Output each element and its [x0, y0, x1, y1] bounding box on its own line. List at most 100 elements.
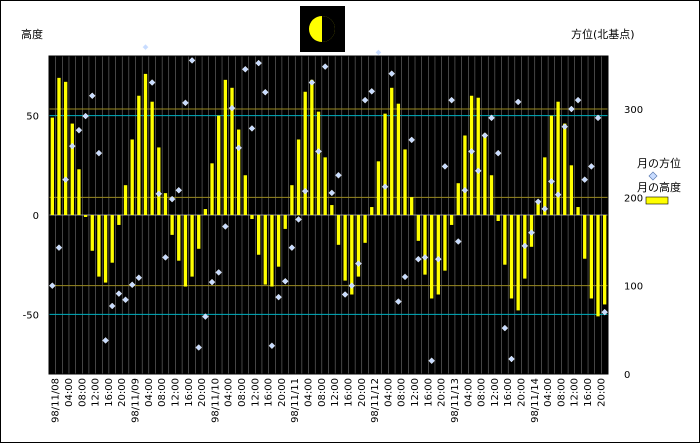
azimuth-point — [222, 223, 229, 230]
altitude-bar — [496, 215, 500, 221]
altitude-bar — [583, 215, 587, 259]
azimuth-point — [395, 298, 402, 305]
azimuth-point — [215, 269, 222, 276]
x-tick-label: 16:00 — [264, 378, 275, 407]
altitude-bar — [197, 215, 201, 249]
altitude-bar — [137, 95, 141, 215]
azimuth-point — [601, 308, 608, 316]
azimuth-point — [534, 198, 542, 206]
azimuth-point — [142, 43, 149, 51]
azimuth-point — [162, 254, 169, 261]
azimuth-point — [355, 260, 362, 267]
x-tick-label: 20:00 — [357, 378, 368, 407]
right-tick-label: 100 — [624, 282, 643, 293]
x-tick-label: 12:00 — [410, 378, 421, 407]
altitude-bar — [350, 215, 354, 295]
azimuth-point — [295, 216, 302, 223]
x-tick-label: 98/11/13 — [450, 378, 461, 423]
azimuth-point — [428, 357, 435, 365]
azimuth-point — [308, 79, 316, 86]
x-tick-label: 04:00 — [543, 378, 554, 407]
altitude-bar — [270, 215, 274, 287]
azimuth-point — [494, 149, 502, 157]
x-tick-label: 12:00 — [570, 378, 581, 407]
altitude-bar — [83, 215, 88, 217]
altitude-bar — [330, 205, 334, 215]
azimuth-point — [481, 132, 489, 139]
altitude-bar — [63, 81, 68, 216]
altitude-bar — [476, 97, 480, 215]
altitude-bar — [316, 111, 321, 215]
azimuth-point — [168, 195, 176, 203]
altitude-bar — [223, 79, 228, 215]
azimuth-point — [415, 255, 422, 263]
azimuth-point — [301, 187, 309, 195]
gridlines — [48, 55, 609, 375]
azimuth-point — [408, 136, 415, 144]
left-tick-label: 50 — [26, 112, 39, 123]
azimuth-point — [62, 176, 69, 183]
azimuth-point — [115, 290, 123, 297]
right-tick-label: 300 — [624, 105, 643, 116]
x-tick-label: 20:00 — [197, 378, 208, 407]
azimuth-point — [381, 183, 389, 191]
altitude-bar — [110, 215, 114, 263]
altitude-bar — [123, 185, 128, 215]
altitude-bar — [143, 73, 148, 215]
legend-azimuth-marker — [648, 171, 658, 181]
azimuth-point — [49, 282, 56, 289]
x-tick-label: 16:00 — [423, 378, 434, 407]
left-tick-label: 0 — [33, 211, 39, 222]
right-axis-title: 方位(北基点) — [571, 27, 635, 41]
x-tick-label: 12:00 — [91, 378, 102, 407]
altitude-bar — [569, 165, 574, 215]
azimuth-point — [75, 126, 83, 134]
altitude-bar — [117, 215, 121, 225]
azimuth-point — [441, 163, 449, 170]
altitude-bars — [50, 73, 607, 317]
x-tick-label: 20:00 — [437, 378, 448, 407]
azimuth-point — [421, 254, 429, 261]
x-tick-label: 12:00 — [170, 378, 181, 407]
altitude-bar — [416, 215, 421, 241]
x-tick-label: 12:00 — [330, 378, 341, 407]
altitude-bar — [549, 115, 554, 215]
altitude-bar — [296, 139, 301, 215]
azimuth-point — [581, 176, 588, 183]
azimuth-point — [321, 63, 329, 70]
altitude-bar — [210, 163, 214, 215]
left-axis-ticks: -50 0 50 — [23, 112, 39, 322]
altitude-bar — [303, 91, 307, 215]
azimuth-point — [461, 186, 469, 194]
altitude-bar — [390, 87, 394, 215]
x-tick-label: 04:00 — [224, 378, 235, 407]
azimuth-point — [401, 273, 409, 281]
azimuth-point — [474, 167, 482, 175]
x-tick-label: 08:00 — [237, 378, 248, 407]
azimuth-point — [348, 282, 356, 289]
moon-phase-icon — [300, 6, 345, 52]
x-tick-label: 20:00 — [277, 378, 288, 407]
azimuth-point — [69, 142, 76, 150]
x-tick-label: 98/11/11 — [290, 378, 301, 423]
x-tick-label: 08:00 — [157, 378, 168, 407]
x-tick-label: 16:00 — [184, 378, 195, 407]
azimuth-point — [88, 92, 96, 100]
azimuth-point — [528, 229, 535, 236]
azimuth-point — [508, 355, 515, 363]
azimuth-point — [448, 96, 455, 104]
azimuth-point — [488, 114, 495, 122]
altitude-bar — [130, 139, 134, 215]
altitude-bar — [276, 215, 281, 267]
x-tick-label: 04:00 — [383, 378, 394, 407]
altitude-bar — [589, 215, 594, 299]
azimuth-point — [188, 57, 196, 64]
altitude-bar — [556, 101, 560, 215]
altitude-bar — [343, 215, 347, 281]
azimuth-point — [574, 96, 582, 104]
x-tick-label: 04:00 — [304, 378, 315, 407]
altitude-bar — [429, 215, 434, 299]
x-tick-label: 20:00 — [117, 378, 128, 407]
azimuth-point — [315, 148, 322, 155]
